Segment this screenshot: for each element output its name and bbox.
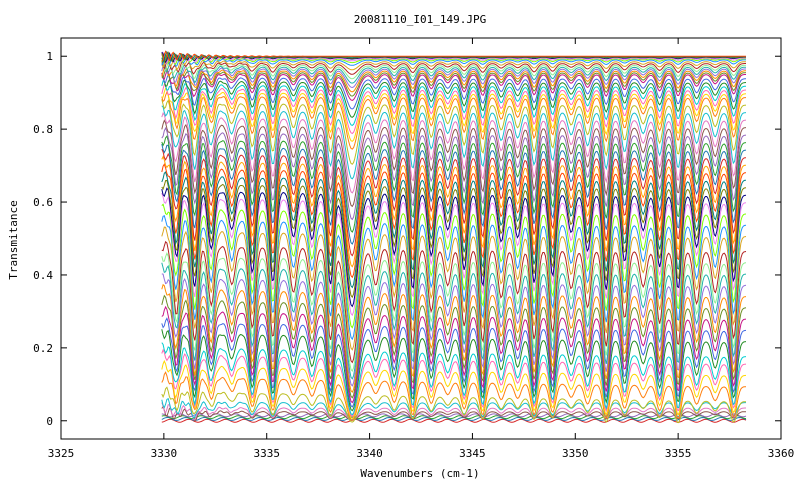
series-line (161, 402, 746, 421)
series-line (161, 283, 747, 393)
series-line (161, 76, 747, 118)
series-line (161, 105, 747, 180)
series-line (161, 68, 747, 97)
series-line (161, 155, 747, 268)
series-line (161, 273, 747, 387)
y-tick-label: 0.8 (33, 123, 53, 136)
series-line (161, 58, 746, 75)
series-line (161, 397, 746, 421)
series-line (161, 192, 747, 317)
series-line (161, 163, 747, 279)
series-line (161, 148, 747, 257)
series-line (161, 317, 747, 408)
series-line (161, 51, 746, 64)
y-tick-label: 0 (46, 415, 53, 428)
series-line (161, 240, 747, 364)
series-line (161, 60, 746, 84)
series-line (161, 187, 747, 308)
series-line (161, 226, 747, 351)
ticks-group: 3325 3330 3335 3340 3345 3350 3355 3360 0 0.2 0.4 0… (33, 38, 794, 460)
series-line (161, 342, 747, 416)
series-line (161, 413, 747, 418)
y-tick-label: 0.4 (33, 269, 53, 282)
series-line (161, 126, 747, 221)
series-line (161, 91, 746, 150)
y-axis-label: Transmitance (7, 200, 20, 279)
series-line (161, 69, 746, 101)
x-tick-label: 3350 (562, 447, 589, 460)
series-line (161, 252, 747, 372)
series-line (161, 111, 747, 194)
series-line (161, 371, 746, 421)
series-line (161, 305, 747, 404)
series-line (161, 50, 746, 62)
series-line (161, 418, 747, 423)
series-group (161, 50, 747, 424)
x-tick-label: 3345 (459, 447, 486, 460)
x-tick-label: 3355 (665, 447, 692, 460)
series-line (161, 52, 746, 65)
y-tick-label: 0.6 (33, 196, 53, 209)
series-line (161, 80, 746, 126)
series-line (161, 53, 746, 68)
plot-frame (60, 37, 782, 440)
x-tick-label: 3340 (356, 447, 383, 460)
series-line (161, 179, 747, 299)
series-line (161, 203, 747, 329)
y-tick-label: 0.2 (33, 342, 53, 355)
series-line (161, 171, 747, 289)
series-line (161, 359, 747, 420)
series-line (161, 87, 747, 142)
x-tick-label: 3360 (768, 447, 795, 460)
series-line (161, 135, 747, 233)
x-tick-label: 3330 (151, 447, 178, 460)
series-line (161, 214, 747, 341)
series-line (161, 83, 747, 135)
series-line (161, 262, 747, 380)
series-line (161, 416, 747, 421)
series-line (161, 56, 746, 71)
y-tick-label: 1 (46, 50, 53, 63)
series-line (161, 329, 747, 412)
series-line (161, 386, 746, 424)
series-line (161, 65, 746, 93)
series-line (161, 348, 747, 418)
chart-title: 20081110_I01_149.JPG (354, 13, 486, 26)
series-line (161, 119, 747, 208)
series-line (161, 294, 747, 399)
series-line (161, 143, 747, 245)
series-line (161, 72, 746, 110)
series-line (161, 99, 747, 165)
series-line (161, 405, 746, 422)
x-tick-label: 3335 (253, 447, 280, 460)
x-axis-label: Wavenumbers (cm-1) (360, 467, 479, 480)
series-line (161, 63, 746, 89)
x-tick-label: 3325 (48, 447, 75, 460)
series-line (161, 59, 747, 80)
